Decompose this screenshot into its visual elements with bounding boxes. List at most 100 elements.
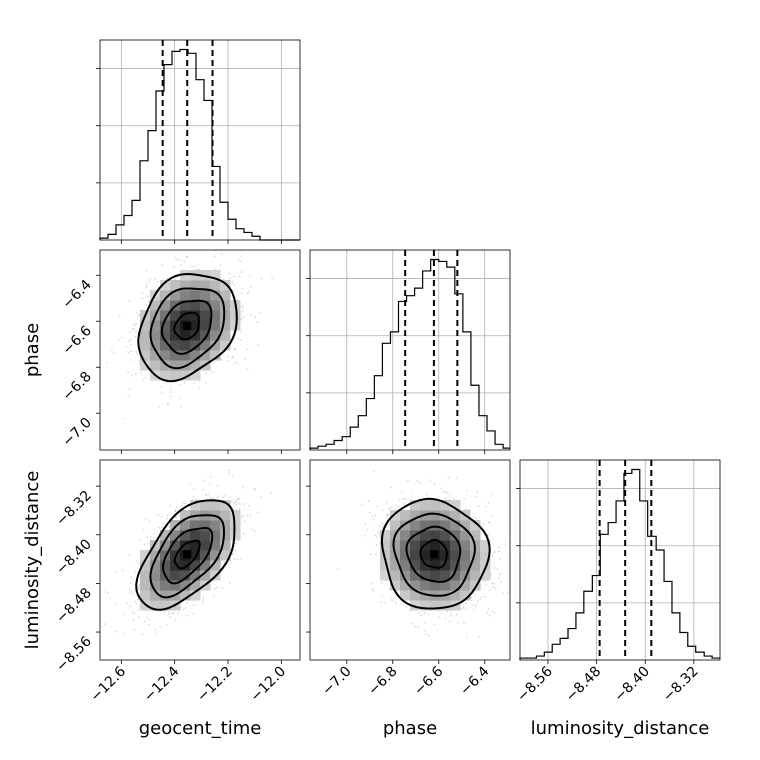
density-cell	[420, 580, 431, 591]
density-cell	[180, 590, 191, 601]
sample-point	[475, 495, 477, 498]
sample-point	[142, 528, 145, 531]
sample-point	[380, 601, 382, 603]
contour-level-3	[137, 272, 238, 383]
density-cell	[210, 300, 221, 311]
sample-point	[489, 589, 491, 591]
sample-point	[196, 603, 198, 606]
sample-point	[364, 523, 367, 526]
x-tick-label: −8.40	[611, 664, 653, 706]
density-cell	[390, 560, 401, 571]
sample-point	[407, 479, 409, 482]
sample-point	[385, 513, 388, 516]
sample-point	[375, 536, 378, 538]
sample-point	[125, 346, 127, 348]
y-tick-label: −8.40	[53, 536, 95, 578]
sample-point	[137, 609, 140, 611]
sample-point	[198, 387, 201, 389]
sample-point	[470, 596, 473, 599]
sample-point	[168, 525, 170, 528]
density-cell	[210, 560, 221, 571]
density-cell	[190, 330, 201, 341]
sample-point	[250, 286, 252, 288]
sample-point	[254, 530, 256, 532]
sample-point	[233, 283, 235, 286]
density-cell	[460, 550, 471, 561]
sample-point	[361, 504, 363, 506]
sample-point	[138, 616, 140, 618]
x-tick-label: −6.4	[457, 663, 492, 698]
density-cell	[440, 550, 451, 561]
density-cell	[400, 510, 411, 521]
density-cell	[170, 290, 181, 301]
sample-point	[142, 378, 144, 381]
sample-point	[405, 606, 408, 608]
sample-point	[121, 336, 123, 339]
sample-point	[233, 502, 236, 504]
sample-point	[179, 384, 181, 386]
sample-point	[235, 501, 238, 503]
sample-point	[271, 277, 273, 279]
sample-point	[388, 588, 391, 591]
sample-point	[148, 623, 150, 626]
density-cell	[180, 510, 191, 521]
sample-point	[488, 521, 491, 523]
density-cell	[160, 550, 171, 561]
sample-point	[134, 589, 136, 592]
sample-point	[180, 405, 182, 408]
sample-point	[210, 476, 212, 478]
sample-point	[425, 633, 427, 635]
sample-point	[122, 569, 124, 572]
sample-point	[386, 515, 389, 517]
sample-point	[492, 583, 495, 585]
sample-point	[236, 558, 238, 561]
sample-point	[483, 581, 486, 583]
sample-point	[139, 538, 141, 541]
sample-point	[496, 568, 499, 570]
density-cell	[420, 570, 431, 581]
sample-point	[137, 586, 139, 589]
density-cell	[200, 560, 211, 571]
density-cell	[390, 520, 401, 531]
density-cell	[440, 560, 451, 571]
density-cell	[420, 530, 431, 541]
sample-point	[259, 247, 261, 249]
contour-level-3	[135, 499, 236, 611]
sample-point	[172, 612, 175, 614]
density-cell	[200, 540, 211, 551]
sample-point	[174, 510, 177, 513]
sample-point	[491, 493, 493, 495]
sample-point	[128, 554, 130, 556]
sample-point	[235, 504, 238, 506]
sample-point	[144, 518, 147, 520]
sample-point	[491, 554, 494, 557]
density-cell	[440, 580, 451, 591]
sample-point	[417, 612, 420, 614]
sample-point	[465, 636, 468, 638]
density-cell	[200, 500, 211, 511]
panel-frame	[309, 459, 511, 661]
density-cell	[210, 530, 221, 541]
sample-point	[148, 300, 151, 302]
contour-level-3	[381, 497, 491, 610]
density-cell	[210, 270, 221, 281]
density-cell	[150, 580, 161, 591]
sample-point	[138, 562, 140, 565]
density-cell	[180, 280, 191, 291]
sample-point	[153, 532, 156, 535]
sample-point	[493, 612, 496, 614]
sample-point	[383, 602, 386, 604]
sample-point	[394, 507, 397, 510]
sample-point	[217, 495, 219, 497]
y-tick-label: −8.48	[53, 585, 95, 627]
sample-point	[131, 578, 133, 581]
sample-point	[202, 489, 204, 492]
sample-point	[468, 508, 471, 511]
density-cell	[380, 540, 391, 551]
density-panel-geocent_time-phase	[99, 247, 301, 451]
sample-point	[381, 526, 384, 529]
sample-point	[179, 264, 182, 266]
sample-point	[242, 307, 244, 309]
sample-point	[486, 611, 489, 614]
sample-point	[477, 600, 479, 602]
